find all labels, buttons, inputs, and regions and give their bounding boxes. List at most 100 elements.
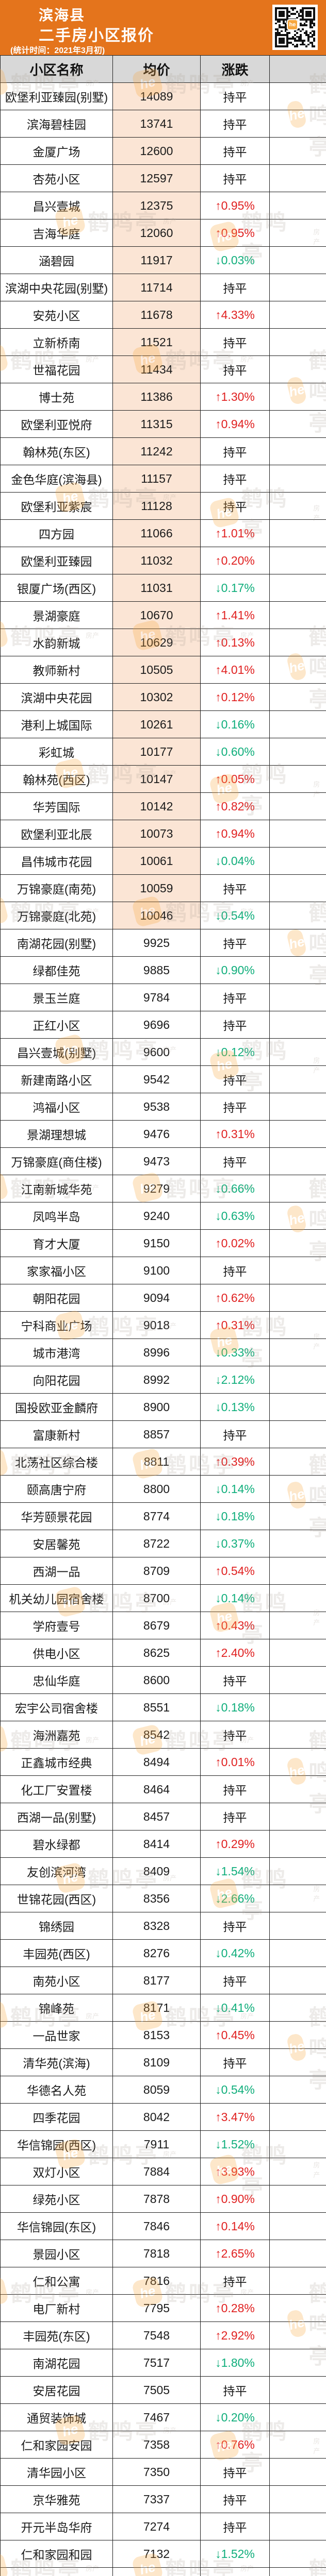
empty-cell: [269, 328, 326, 356]
table-row: 碧水绿都 8414 ↑0.29%: [0, 1830, 326, 1858]
trend-value: 持平: [200, 1065, 270, 1093]
community-name: 海洲嘉苑: [0, 1721, 113, 1749]
qr-module: [296, 43, 298, 46]
qr-module: [307, 26, 309, 28]
qr-module: [301, 24, 304, 27]
trend-value: ↓0.12%: [200, 1038, 270, 1066]
community-name: 四季花园: [0, 2103, 113, 2131]
qr-module: [301, 40, 304, 42]
table-row: 彩虹城 10177 ↓0.60%: [0, 738, 326, 766]
qr-module: [313, 13, 315, 15]
qr-module: [309, 14, 312, 17]
empty-cell: [269, 1175, 326, 1202]
qr-module: [279, 43, 281, 46]
trend-value: ↓1.52%: [200, 2130, 270, 2158]
empty-cell: [269, 902, 326, 929]
empty-cell: [269, 2376, 326, 2404]
avg-price: 11434: [112, 355, 201, 383]
qr-module: [276, 33, 279, 36]
qr-module: [298, 13, 300, 15]
qr-module: [309, 28, 312, 30]
avg-price: 8409: [112, 1857, 201, 1885]
trend-value: 持平: [200, 1011, 270, 1039]
qr-module: [303, 7, 306, 9]
avg-price: 10046: [112, 902, 201, 929]
qr-module: [305, 13, 308, 15]
qr-module: [279, 9, 281, 11]
qr-module: [284, 43, 287, 46]
qr-module: [311, 36, 314, 38]
trend-value: 持平: [200, 1912, 270, 1940]
avg-price: 8109: [112, 2048, 201, 2076]
community-name: 欧堡利亚臻园: [0, 547, 113, 574]
table-row: 仁和家园安园 7358 ↑0.76%: [0, 2431, 326, 2459]
community-name: 鸿福小区: [0, 1093, 113, 1121]
table-row: 供电小区 8625 ↑2.40%: [0, 1639, 326, 1667]
qr-module: [301, 45, 304, 47]
avg-price: 9925: [112, 929, 201, 957]
qr-module: [298, 38, 300, 40]
qr-module: [282, 19, 285, 21]
qr-module: [305, 32, 308, 34]
avg-price: 11242: [112, 437, 201, 465]
col-header-trend: 涨跌: [200, 55, 270, 83]
empty-cell: [269, 437, 326, 465]
community-name: 景湖理想城: [0, 1120, 113, 1148]
qr-module: [286, 40, 288, 42]
empty-cell: [269, 1885, 326, 1912]
empty-cell: [269, 1693, 326, 1721]
qr-module: [296, 14, 298, 17]
qr-module: [301, 38, 304, 40]
banner: 滨海县 二手房小区报价 (统计时间：2021年3月初) he: [0, 0, 326, 55]
qr-module: [305, 36, 308, 38]
trend-value: 持平: [200, 1666, 270, 1694]
qr-module: [284, 26, 287, 28]
avg-price: 11031: [112, 574, 201, 602]
qr-module: [301, 19, 304, 21]
trend-value: ↑0.76%: [200, 2431, 270, 2459]
avg-price: 8153: [112, 2021, 201, 2049]
qr-module: [294, 11, 296, 13]
trend-value: ↑0.14%: [200, 2212, 270, 2240]
qr-module: [311, 11, 314, 13]
qr-module: [307, 33, 309, 36]
qr-module: [294, 33, 296, 36]
avg-price: 9240: [112, 1202, 201, 1230]
qr-module: [281, 19, 283, 21]
community-name: 彩虹城: [0, 738, 113, 766]
avg-price: 8900: [112, 1393, 201, 1421]
qr-module: [276, 13, 279, 15]
qr-module: [309, 13, 312, 15]
table-row: 富康新村 8857 持平: [0, 1420, 326, 1448]
qr-module: [282, 45, 285, 47]
trend-value: ↑1.01%: [200, 519, 270, 547]
qr-module: [276, 28, 279, 30]
qr-module: [286, 43, 288, 46]
trend-value: ↑4.33%: [200, 301, 270, 329]
qr-module: [307, 7, 309, 9]
qr-module: [313, 16, 315, 19]
qr-module: [279, 22, 281, 25]
avg-price: 9100: [112, 1257, 201, 1284]
empty-cell: [269, 547, 326, 574]
qr-module: [276, 20, 279, 23]
empty-cell: [269, 1475, 326, 1503]
qr-module: [292, 9, 295, 11]
empty-cell: [269, 929, 326, 957]
qr-module: [282, 20, 285, 23]
community-name: 金厦广场: [0, 137, 113, 165]
qr-module: [311, 33, 314, 36]
qr-module: [292, 7, 295, 9]
table-row: 育才大厦 9150 ↑0.02%: [0, 1229, 326, 1257]
empty-cell: [269, 2048, 326, 2076]
price-table: 小区名称 均价 涨跌 欧堡利亚臻园(别墅) 14089 持平 滨海碧桂园 13741 持平…: [0, 55, 326, 2576]
qr-module: [303, 36, 306, 38]
qr-module: [301, 33, 304, 36]
trend-value: ↑0.01%: [200, 1748, 270, 1776]
qr-module: [282, 33, 285, 36]
avg-price: 8042: [112, 2103, 201, 2131]
trend-value: ↓1.54%: [200, 1857, 270, 1885]
empty-cell: [269, 1857, 326, 1885]
avg-price: 9885: [112, 956, 201, 984]
